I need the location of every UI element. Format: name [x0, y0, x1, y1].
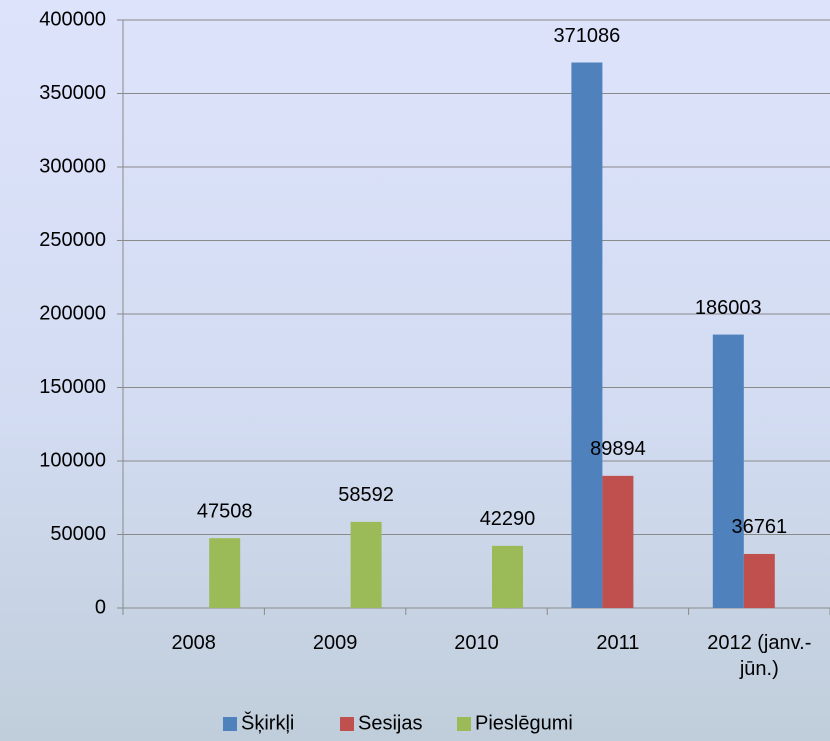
data-label: 58592	[338, 484, 394, 506]
y-tick-label: 350000	[39, 82, 106, 104]
y-tick-label: 250000	[39, 229, 106, 251]
x-tick-label: 2012 (janv.-jūn.)	[707, 632, 812, 680]
y-tick-label: 0	[95, 596, 106, 618]
y-tick-label: 400000	[39, 8, 106, 30]
y-tick-label: 100000	[39, 449, 106, 471]
data-label: 186003	[695, 297, 762, 319]
data-label: 89894	[590, 438, 646, 460]
y-tick-label: 150000	[39, 376, 106, 398]
bar	[743, 553, 775, 608]
bar	[350, 521, 382, 608]
data-label: 47508	[197, 500, 253, 522]
x-tick-label: 2009	[312, 632, 358, 654]
data-label: 42290	[480, 508, 536, 530]
y-tick-label: 50000	[50, 523, 106, 545]
legend-swatch	[340, 717, 354, 731]
x-tick-label: 2010	[454, 632, 499, 654]
y-tick-label: 300000	[39, 155, 106, 177]
legend-label: Pieslēgumi	[475, 712, 573, 734]
bar	[209, 538, 241, 608]
legend-label: Sesijas	[358, 712, 422, 734]
data-label: 371086	[554, 25, 621, 47]
data-label: 36761	[731, 516, 787, 538]
x-tick-label: 2011	[596, 632, 640, 654]
legend-swatch	[223, 717, 237, 731]
bar	[602, 475, 634, 608]
y-tick-label: 200000	[39, 302, 106, 324]
bar	[712, 334, 744, 608]
bar	[492, 545, 523, 608]
bar	[571, 62, 603, 608]
legend-label: Šķirkļi	[241, 711, 294, 734]
x-tick-label: 2008	[171, 632, 216, 654]
legend-swatch	[457, 717, 471, 731]
